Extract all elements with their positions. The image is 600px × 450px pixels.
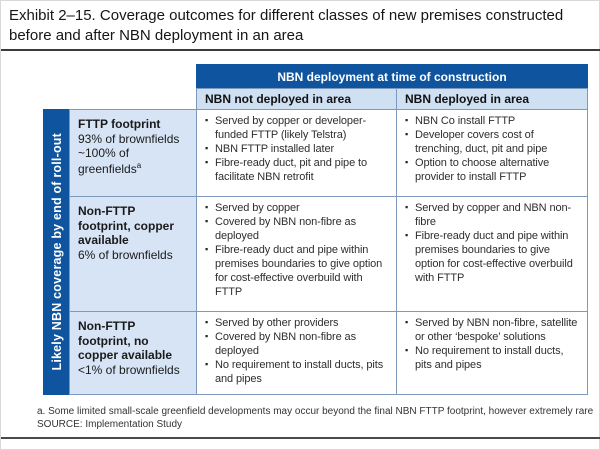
row-header-nonfttp-copper: Non-FTTP footprint, copper available 6% … [69,196,197,312]
row-header-nonfttp-no-copper: Non-FTTP footprint, no copper available … [69,311,197,395]
bullet-list: Served by copper and NBN non-fibre Fibre… [405,202,582,286]
bullet-item: Developer covers cost of trenching, duct… [405,129,582,157]
bullet-item: Fibre-ready duct and pipe within premise… [205,244,391,300]
source-line: SOURCE: Implementation Study [37,419,183,430]
bullet-item: Served by copper and NBN non-fibre [405,202,582,230]
bullet-item: No requirement to install ducts, pits an… [205,359,391,387]
row-header-stat: ~100% of greenfieldsa [78,146,142,176]
cell-fttp-deployed: NBN Co install FTTP Developer covers cos… [396,109,588,197]
bullet-list: NBN Co install FTTP Developer covers cos… [405,115,582,185]
row-header-stat: 6% of brownfields [78,247,173,262]
row-header-stat: <1% of brownfields [78,362,180,377]
cell-fttp-not-deployed: Served by copper or developer-funded FTT… [196,109,397,197]
title-divider [1,49,600,51]
bullet-item: Fibre-ready duct, pit and pipe to facili… [205,157,391,185]
side-label: Likely NBN coverage by end of roll-out [49,133,64,371]
footnote: a. Some limited small-scale greenfield d… [37,406,594,417]
cell-nonfttp-no-copper-not-deployed: Served by other providers Covered by NBN… [196,311,397,395]
bullet-item: Fibre-ready duct and pipe within premise… [405,230,582,286]
bullet-item: NBN Co install FTTP [405,115,582,129]
bullet-item: Option to choose alternative provider to… [405,157,582,185]
bullet-list: Served by NBN non-fibre, satellite or ot… [405,317,582,373]
bullet-item: Served by other providers [205,317,391,331]
side-label-bar: Likely NBN coverage by end of roll-out [43,109,70,395]
bullet-list: Served by copper or developer-funded FTT… [205,115,391,185]
bottom-divider [1,437,600,439]
bullet-item: Covered by NBN non-fibre as deployed [205,331,391,359]
column-header-deployed: NBN deployed in area [396,88,588,110]
footer-notes: a. Some limited small-scale greenfield d… [37,405,595,431]
cell-nonfttp-no-copper-deployed: Served by NBN non-fibre, satellite or ot… [396,311,588,395]
page-title: Exhibit 2–15. Coverage outcomes for diff… [9,7,564,45]
bullet-list: Served by copper Covered by NBN non-fibr… [205,202,391,300]
bullet-item: NBN FTTP installed later [205,143,391,157]
row-header-title: FTTP footprint [78,117,161,131]
column-header-label: NBN not deployed in area [205,92,352,106]
row-header-title: Non-FTTP footprint, copper available [78,204,174,248]
bullet-item: No requirement to install ducts, pits an… [405,345,582,373]
row-header-title: Non-FTTP footprint, no copper available [78,319,173,363]
table-top-header-label: NBN deployment at time of construction [277,69,507,84]
table-top-header: NBN deployment at time of construction [196,64,588,89]
bullet-item: Served by NBN non-fibre, satellite or ot… [405,317,582,345]
row-header-stat: 93% of brownfields [78,131,180,146]
footnote-marker: a [136,160,142,170]
bullet-item: Covered by NBN non-fibre as deployed [205,216,391,244]
cell-nonfttp-copper-deployed: Served by copper and NBN non-fibre Fibre… [396,196,588,312]
bullet-item: Served by copper [205,202,391,216]
column-header-label: NBN deployed in area [405,92,530,106]
row-header-fttp-footprint: FTTP footprint 93% of brownfields ~100% … [69,109,197,197]
bullet-item: Served by copper or developer-funded FTT… [205,115,391,143]
cell-nonfttp-copper-not-deployed: Served by copper Covered by NBN non-fibr… [196,196,397,312]
bullet-list: Served by other providers Covered by NBN… [205,317,391,387]
column-header-not-deployed: NBN not deployed in area [196,88,397,110]
